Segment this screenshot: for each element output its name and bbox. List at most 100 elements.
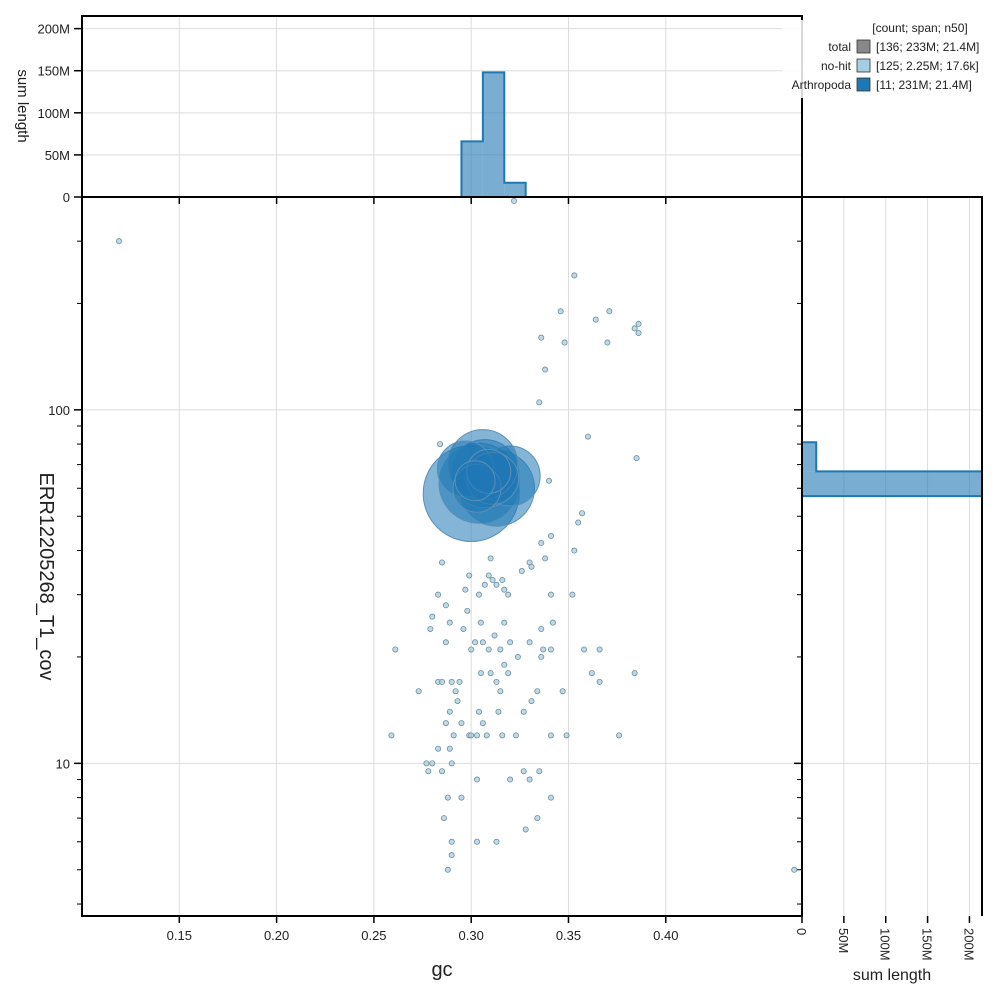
- top-y-tick-label: 50M: [45, 148, 70, 163]
- right-x-axis-title: sum length: [853, 967, 931, 984]
- legend-stats: [11; 231M; 21.4M]: [876, 78, 972, 92]
- top-panel-border: [81, 15, 803, 197]
- no-hit-point: [606, 308, 613, 315]
- no-hit-point: [538, 334, 545, 341]
- no-hit-point: [540, 646, 547, 653]
- top-histogram-bar: [504, 182, 526, 197]
- no-hit-point: [474, 732, 481, 739]
- no-hit-point: [475, 708, 482, 715]
- no-hit-point: [497, 688, 504, 695]
- no-hit-point: [444, 794, 451, 801]
- no-hit-point: [462, 586, 469, 593]
- no-hit-point: [450, 732, 457, 739]
- top-y-axis-title: sum length: [14, 69, 31, 142]
- no-hit-point: [448, 838, 455, 845]
- no-hit-point: [507, 776, 514, 783]
- x-tick-label: 0.30: [459, 928, 484, 943]
- no-hit-point: [536, 768, 543, 775]
- no-hit-point: [487, 670, 494, 677]
- legend-swatch: [856, 58, 871, 73]
- legend-stats: [125; 2.25M; 17.6k]: [876, 59, 979, 73]
- no-hit-point: [542, 555, 549, 562]
- legend-swatch: [856, 77, 871, 92]
- right-x-tick-label: 100M: [878, 928, 893, 961]
- no-hit-point: [446, 708, 453, 715]
- no-hit-point: [477, 670, 484, 677]
- legend-label: no-hit: [821, 59, 852, 73]
- no-hit-point: [458, 720, 465, 727]
- right-x-tick-label: 0: [794, 928, 809, 935]
- top-y-tick-label: 200M: [37, 22, 70, 37]
- top-y-tick-label: 0: [63, 190, 70, 205]
- y-tick-label: 10: [56, 756, 70, 771]
- no-hit-point: [547, 591, 554, 598]
- legend: [count; span; n50] total [136; 233M; 21.4M…: [782, 20, 979, 98]
- legend-swatch: [856, 39, 871, 54]
- top-histogram: [460, 71, 527, 197]
- no-hit-point: [635, 320, 642, 327]
- no-hit-point: [584, 433, 591, 440]
- right-x-tick-label: 200M: [961, 928, 976, 961]
- no-hit-point: [493, 581, 500, 588]
- top-y-tick-label: 150M: [37, 64, 70, 79]
- no-hit-point: [510, 197, 517, 204]
- scatter-points: [115, 197, 798, 873]
- no-hit-point: [487, 555, 494, 562]
- legend-label: total: [828, 40, 851, 54]
- no-hit-point: [485, 572, 492, 579]
- no-hit-point: [507, 639, 514, 646]
- right-histogram-bar: [802, 442, 817, 472]
- x-tick-label: 0.20: [264, 928, 289, 943]
- y-tick-label: 100: [48, 403, 70, 418]
- no-hit-point: [499, 577, 506, 584]
- no-hit-point: [501, 661, 508, 668]
- no-hit-point: [438, 559, 445, 566]
- no-hit-point: [536, 399, 543, 406]
- no-hit-point: [561, 339, 568, 346]
- x-tick-label: 0.15: [167, 928, 192, 943]
- no-hit-point: [438, 678, 445, 685]
- legend-stats: [136; 233M; 21.4M]: [876, 40, 979, 54]
- right-histogram-outline: [802, 441, 983, 498]
- no-hit-point: [520, 708, 527, 715]
- no-hit-point: [425, 768, 432, 775]
- no-hit-point: [452, 688, 459, 695]
- no-hit-point: [483, 732, 490, 739]
- no-hit-point: [596, 646, 603, 653]
- no-hit-point: [479, 720, 486, 727]
- no-hit-point: [456, 678, 463, 685]
- no-hit-point: [479, 639, 486, 646]
- no-hit-point: [448, 852, 455, 859]
- no-hit-point: [559, 688, 566, 695]
- top-histogram-bar: [482, 72, 505, 197]
- no-hit-point: [791, 866, 798, 873]
- no-hit-point: [427, 625, 434, 632]
- no-hit-point: [547, 646, 554, 653]
- no-hit-point: [616, 732, 623, 739]
- no-hit-point: [454, 698, 461, 705]
- no-hit-point: [569, 591, 576, 598]
- no-hit-point: [442, 639, 449, 646]
- no-hit-point: [474, 776, 481, 783]
- no-hit-point: [115, 238, 122, 245]
- no-hit-point: [466, 572, 473, 579]
- no-hit-point: [495, 708, 502, 715]
- axes: 0.15 0.20 0.25 0.30 0.35 0.40 10 100 gc ERR122052…: [14, 15, 983, 984]
- no-hit-point: [563, 732, 570, 739]
- no-hit-point: [477, 619, 484, 626]
- no-hit-point: [501, 586, 508, 593]
- no-hit-point: [446, 619, 453, 626]
- no-hit-point: [438, 768, 445, 775]
- no-hit-point: [497, 646, 504, 653]
- no-hit-point: [542, 366, 549, 373]
- no-hit-point: [442, 602, 449, 609]
- no-hit-point: [458, 794, 465, 801]
- no-hit-point: [538, 540, 545, 547]
- x-tick-label: 0.40: [653, 928, 678, 943]
- no-hit-point: [464, 607, 471, 614]
- no-hit-point: [528, 563, 535, 570]
- top-histogram-bar: [461, 141, 483, 197]
- no-hit-point: [505, 670, 512, 677]
